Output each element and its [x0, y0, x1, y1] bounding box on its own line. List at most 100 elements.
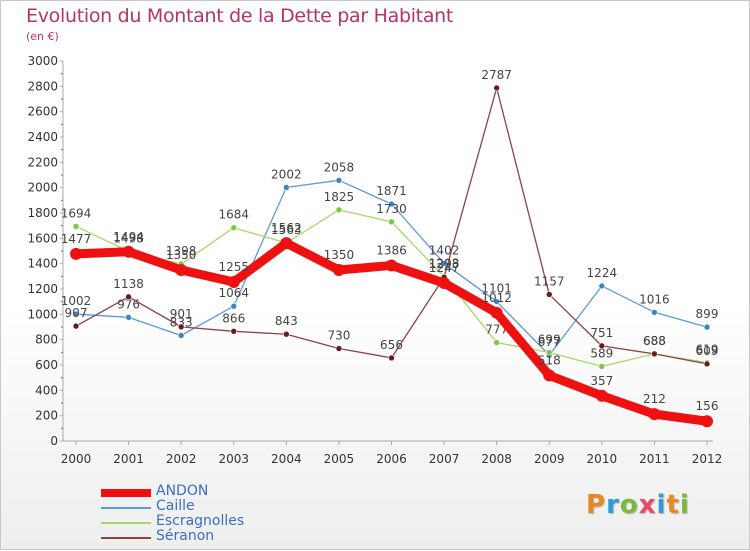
data-label: 1350	[324, 248, 355, 262]
data-point	[283, 184, 290, 191]
data-point	[122, 245, 135, 258]
data-label: 677	[538, 335, 561, 349]
data-point	[651, 309, 658, 316]
data-point	[332, 264, 345, 276]
x-tick-label: 2008	[481, 452, 512, 466]
data-label: 156	[696, 399, 719, 413]
data-point	[385, 259, 398, 272]
x-tick-label: 2002	[166, 452, 197, 466]
data-point	[545, 349, 553, 356]
chart-title: Evolution du Montant de la Dette par Hab…	[26, 5, 454, 27]
data-label: 1386	[376, 243, 407, 257]
data-point	[283, 330, 290, 338]
data-label: 1157	[534, 274, 565, 288]
legend-swatch	[101, 522, 151, 524]
data-point	[280, 237, 293, 250]
x-tick-label: 2001	[113, 452, 144, 466]
data-label: 1002	[61, 294, 92, 308]
legend-swatch	[101, 489, 151, 497]
data-point	[701, 415, 713, 428]
legend-swatch	[101, 507, 151, 509]
data-label: 1494	[113, 230, 144, 244]
data-point	[703, 323, 711, 331]
x-tick-label: 2010	[587, 452, 618, 466]
y-tick-label: 1600	[27, 231, 58, 245]
data-point	[493, 339, 500, 346]
series-andon: 1477 1494 1350 1255 1562 1350 1386 1247 1012 518 3…	[61, 221, 719, 428]
data-label: 1825	[324, 190, 355, 204]
legend-label: Caille	[156, 498, 195, 514]
legend-label: ANDON	[156, 483, 209, 499]
legend-label: Escragnolles	[156, 513, 245, 529]
data-label: 212	[643, 392, 666, 406]
data-label: 699	[538, 332, 561, 346]
y-tick-label: 3000	[27, 54, 58, 68]
y-tick-label: 1400	[27, 257, 58, 271]
data-label: 1477	[61, 232, 92, 246]
x-tick-label: 2011	[639, 452, 670, 466]
data-label: 1871	[376, 184, 407, 198]
data-label: 1064	[218, 286, 249, 300]
data-point	[125, 293, 132, 301]
data-point	[651, 350, 658, 358]
data-label: 1247	[429, 261, 460, 275]
y-tick-label: 0	[50, 434, 58, 448]
y-tick-label: 800	[35, 333, 58, 347]
y-tick-label: 2000	[27, 181, 58, 195]
data-point	[72, 310, 80, 318]
y-tick-label: 1800	[27, 206, 58, 220]
proxiti-logo: Proxiti	[586, 490, 690, 520]
x-tick-label: 2007	[429, 452, 460, 466]
data-label: 1255	[218, 260, 249, 274]
data-point	[388, 200, 395, 208]
data-point	[70, 247, 82, 260]
data-label: 899	[696, 307, 719, 321]
x-tick-label: 2009	[534, 452, 565, 466]
x-tick-label: 2003	[218, 452, 249, 466]
data-point	[227, 276, 240, 289]
data-point	[490, 306, 503, 319]
data-point	[598, 282, 606, 290]
y-tick-label: 1200	[27, 282, 58, 296]
data-point	[493, 84, 500, 92]
x-tick-label: 2006	[376, 452, 407, 466]
data-label: 688	[643, 334, 666, 348]
data-label: 1224	[587, 266, 618, 280]
data-point	[335, 206, 343, 214]
data-label: 1293	[429, 257, 460, 271]
data-point	[493, 298, 500, 305]
series-seranon: 907 1138 901 866 843 730 656 1293 2787 1157 751 688…	[65, 68, 719, 368]
data-label: 609	[696, 344, 719, 358]
data-point	[388, 218, 395, 226]
data-label: 1402	[429, 243, 460, 257]
x-tick-label: 2004	[271, 452, 302, 466]
data-label: 976	[117, 297, 140, 311]
x-tick-label: 2005	[324, 452, 355, 466]
data-point	[440, 260, 448, 267]
data-label: 1101	[481, 282, 512, 296]
y-tick-label: 200	[35, 409, 58, 423]
y-tick-label: 400	[35, 383, 58, 397]
data-label: 1684	[218, 208, 249, 222]
data-point	[335, 177, 343, 184]
data-point	[72, 322, 80, 330]
data-point	[598, 342, 606, 350]
data-label: 907	[65, 306, 88, 320]
data-label: 619	[696, 343, 719, 357]
y-tick-label: 600	[35, 358, 58, 372]
data-label: 589	[590, 346, 613, 360]
data-label: 730	[327, 329, 350, 343]
data-point	[177, 323, 185, 331]
data-label: 843	[275, 314, 298, 328]
data-point	[230, 224, 238, 231]
chart-subtitle: (en €)	[26, 30, 59, 43]
data-point	[598, 363, 606, 370]
data-label: 2002	[271, 167, 302, 181]
data-point	[125, 314, 132, 321]
data-label: 751	[590, 326, 613, 340]
data-point	[230, 328, 238, 335]
data-label: 2058	[324, 160, 355, 174]
data-label: 1498	[113, 231, 144, 245]
y-tick-label: 2800	[27, 79, 58, 93]
